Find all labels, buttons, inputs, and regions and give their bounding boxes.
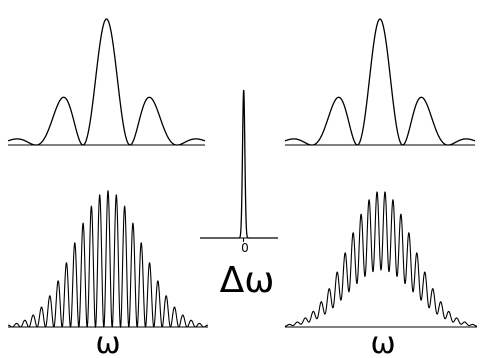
curve-top-right xyxy=(284,18,476,146)
center-axis-label: Δω xyxy=(220,260,275,301)
panel-bottom-right: ω xyxy=(284,191,478,358)
panel-top-left xyxy=(7,18,206,146)
curve-center-peak xyxy=(200,89,278,239)
bottom-right-axis-label: ω xyxy=(370,326,395,358)
center-tick-label: 0 xyxy=(241,241,249,255)
bottom-left-axis-label: ω xyxy=(95,326,120,358)
curve-top-left xyxy=(7,18,206,146)
panel-top-right xyxy=(284,18,476,146)
curve-bottom-right xyxy=(284,191,478,327)
curve-bottom-left xyxy=(7,189,209,329)
panel-center: 0 Δω xyxy=(200,89,278,301)
panel-bottom-left: ω xyxy=(7,189,209,358)
